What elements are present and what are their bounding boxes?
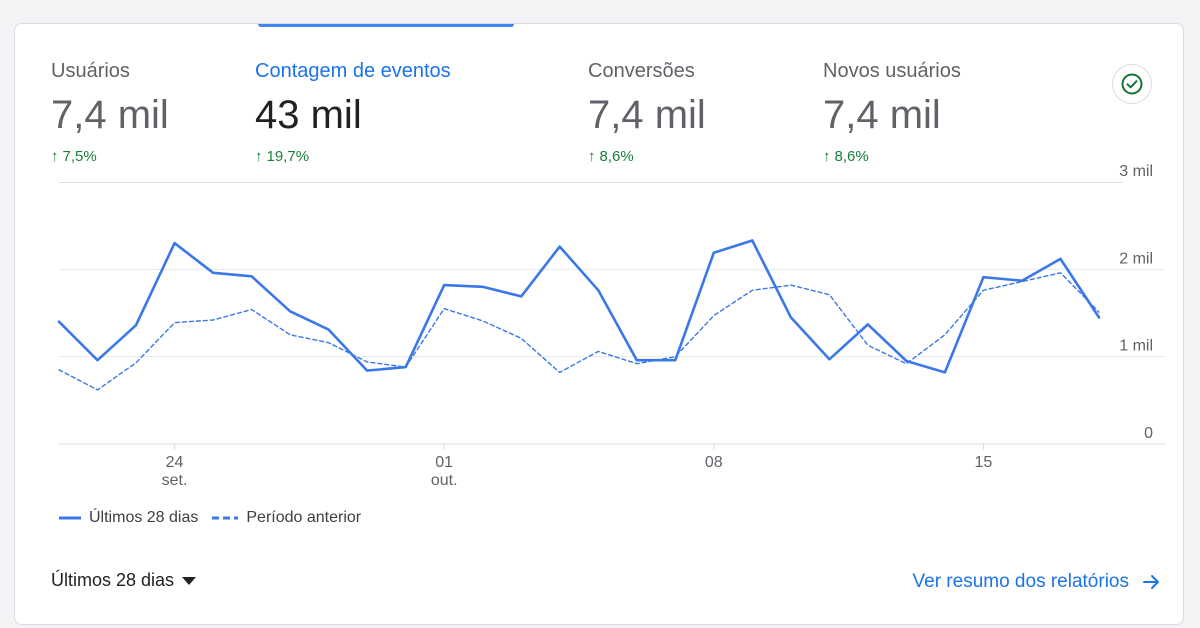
metric-value: 43 mil xyxy=(255,93,362,137)
series-line-previous-period xyxy=(58,272,1100,391)
legend-item-previous: Período anterior xyxy=(212,509,361,527)
metric-delta-value: 8,6% xyxy=(834,148,869,165)
arrow-right-icon xyxy=(1143,575,1159,589)
y-tick-label: 2 mil xyxy=(1119,250,1153,267)
metric-delta-value: 8,6% xyxy=(599,148,634,165)
metric-delta: ↑ 19,7% xyxy=(255,148,451,165)
arrow-up-icon: ↑ xyxy=(255,148,263,165)
view-reports-link[interactable]: Ver resumo dos relatórios xyxy=(913,571,1162,593)
active-tab-indicator xyxy=(258,24,514,27)
metric-tab-conversions[interactable]: Conversões 7,4 mil ↑ 8,6% xyxy=(588,60,706,165)
metric-delta-value: 7,5% xyxy=(62,148,97,165)
series-layer xyxy=(57,239,1101,391)
metric-value: 7,4 mil xyxy=(588,93,706,137)
arrow-up-icon: ↑ xyxy=(588,148,596,165)
legend-label-current: Últimos 28 dias xyxy=(89,509,199,526)
metric-value: 7,4 mil xyxy=(823,93,941,137)
metric-label: Novos usuários xyxy=(823,60,961,82)
x-tick-label: 01 xyxy=(435,454,453,471)
metric-delta-value: 19,7% xyxy=(266,148,310,165)
date-range-dropdown[interactable]: Últimos 28 dias xyxy=(51,570,197,591)
x-tick-sublabel: set. xyxy=(162,472,188,489)
metric-delta: ↑ 7,5% xyxy=(51,148,169,165)
arrow-up-icon: ↑ xyxy=(823,148,831,165)
x-tick-sublabel: out. xyxy=(431,472,458,489)
series-line-last-28-days xyxy=(57,239,1101,374)
metric-label: Conversões xyxy=(588,60,695,82)
metric-label: Contagem de eventos xyxy=(255,60,451,82)
metric-value: 7,4 mil xyxy=(51,93,169,137)
metric-tab-new-users[interactable]: Novos usuários 7,4 mil ↑ 8,6% xyxy=(823,60,961,165)
chart-legend: Últimos 28 dias Período anterior xyxy=(59,509,375,527)
arrow-up-icon: ↑ xyxy=(51,148,59,165)
metric-tab-users[interactable]: Usuários 7,4 mil ↑ 7,5% xyxy=(51,60,169,165)
metric-tab-event-count[interactable]: Contagem de eventos 43 mil ↑ 19,7% xyxy=(255,60,451,165)
grid-layer xyxy=(59,268,1165,445)
x-tick-label: 15 xyxy=(975,454,993,471)
date-range-label: Últimos 28 dias xyxy=(51,570,175,590)
legend-item-current: Últimos 28 dias xyxy=(59,509,198,527)
metric-delta: ↑ 8,6% xyxy=(588,148,706,165)
view-reports-label: Ver resumo dos relatórios xyxy=(912,571,1130,592)
metric-delta: ↑ 8,6% xyxy=(823,148,961,165)
y-axis-ticks: 0 1 mil 2 mil 3 mil xyxy=(1119,163,1153,442)
y-tick-label: 3 mil xyxy=(1119,163,1153,180)
y-tick-label: 1 mil xyxy=(1119,338,1153,355)
check-circle-icon[interactable] xyxy=(1112,64,1152,104)
x-tick-label: 08 xyxy=(705,454,723,471)
analytics-card: Usuários 7,4 mil ↑ 7,5% Contagem de event… xyxy=(14,23,1184,625)
y-tick-label: 0 xyxy=(1144,425,1153,442)
caret-down-icon xyxy=(182,576,197,585)
metric-label: Usuários xyxy=(51,60,130,82)
header-divider xyxy=(59,182,1123,183)
legend-label-previous: Período anterior xyxy=(246,509,362,526)
x-tick-label: 24 xyxy=(166,454,184,471)
